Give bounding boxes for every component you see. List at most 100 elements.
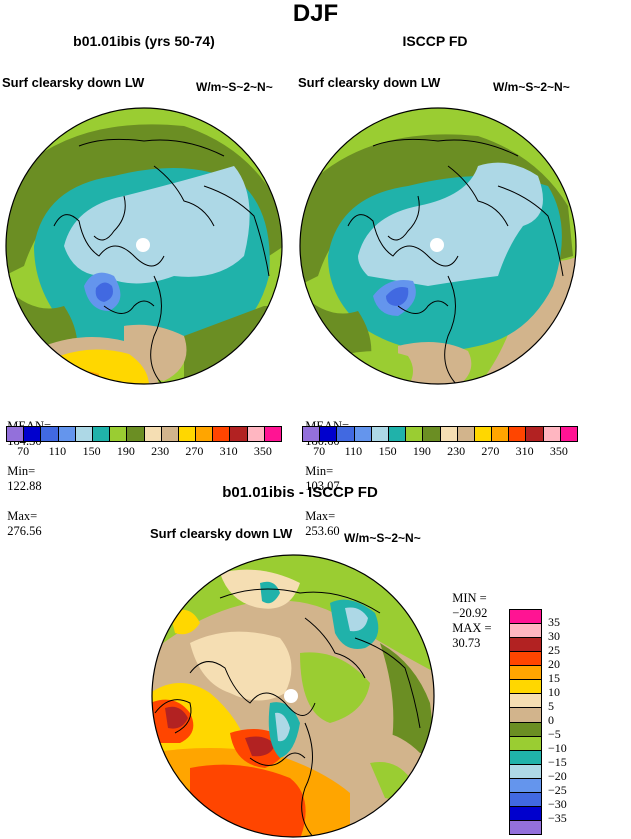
colorbar-tick-label: −25	[548, 783, 567, 797]
min-label: Min=	[305, 464, 334, 478]
panel-model-header: b01.01ibis (yrs 50-74)	[73, 33, 215, 49]
colorbar-swatch	[510, 707, 541, 722]
colorbar-swatch	[525, 427, 543, 441]
colorbar-swatch	[473, 427, 492, 441]
map-obs	[299, 107, 577, 385]
colorbar-swatch	[387, 427, 406, 441]
min-value: −20.92	[452, 606, 488, 620]
colorbar-swatch	[510, 610, 541, 624]
colorbar-swatch	[263, 427, 281, 441]
colorbar-swatch	[143, 427, 161, 441]
colorbar-swatch	[405, 427, 423, 441]
colorbar-model	[6, 426, 282, 442]
colorbar-tick-label: 150	[378, 444, 397, 458]
colorbar-swatch	[246, 427, 264, 441]
colorbar-tick-label: 310	[219, 444, 238, 458]
colorbar-tick-label: 5	[548, 699, 554, 713]
colorbar-tick-label: 230	[151, 444, 170, 458]
colorbar-tick-label: −10	[548, 741, 567, 755]
colorbar-swatch	[23, 427, 41, 441]
min-label: Min=	[7, 464, 36, 478]
diff-stats: MIN = −20.92 MAX = 30.73	[446, 576, 492, 651]
colorbar-tick-label: 270	[185, 444, 204, 458]
colorbar-swatch	[510, 749, 541, 764]
diff-variable: Surf clearsky down LW	[150, 526, 293, 541]
colorbar-tick-label: 310	[515, 444, 534, 458]
colorbar-swatch	[422, 427, 440, 441]
colorbar-tick-label: 230	[447, 444, 466, 458]
pole-marker	[136, 238, 150, 252]
colorbar-swatch	[370, 427, 388, 441]
panel-obs-variable: Surf clearsky down LW	[298, 75, 441, 90]
max-value: 253.60	[305, 524, 340, 538]
panel-model-variable: Surf clearsky down LW	[2, 75, 145, 90]
colorbar-swatch	[542, 427, 560, 441]
colorbar-tick-label: 35	[548, 615, 560, 629]
diff-units: W/m~S~2~N~	[344, 531, 421, 545]
panel-obs-stats: MEAN= 180.60 Min= 103.07 Max= 253.60	[299, 404, 349, 539]
max-label: MAX =	[452, 621, 492, 635]
colorbar-swatch	[353, 427, 371, 441]
colorbar-swatch	[510, 735, 541, 750]
colorbar-tick-label: 10	[548, 685, 560, 699]
colorbar-swatch	[91, 427, 110, 441]
colorbar-swatch	[510, 623, 541, 638]
colorbar-swatch	[510, 637, 541, 652]
min-value: 122.88	[7, 479, 42, 493]
colorbar-tick-label: 350	[549, 444, 568, 458]
colorbar-tick-label: 20	[548, 657, 560, 671]
colorbar-tick-label: 30	[548, 629, 560, 643]
colorbar-swatch	[212, 427, 230, 441]
colorbar-swatch	[510, 679, 541, 694]
panel-model-stats: MEAN= 184.30 Min= 122.88 Max= 276.56	[1, 404, 51, 539]
colorbar-difference	[509, 609, 542, 835]
colorbar-swatch	[195, 427, 213, 441]
colorbar-tick-label: 350	[253, 444, 272, 458]
colorbar-swatch	[7, 427, 24, 441]
colorbar-swatch	[303, 427, 320, 441]
panel-obs-header: ISCCP FD	[402, 33, 468, 49]
max-value: 30.73	[452, 636, 481, 650]
colorbar-swatch	[177, 427, 196, 441]
colorbar-swatch	[57, 427, 75, 441]
colorbar-swatch	[510, 819, 541, 834]
colorbar-tick-label: 110	[48, 444, 67, 458]
colorbar-swatch	[491, 427, 509, 441]
colorbar-tick-label: 70	[313, 444, 326, 458]
colorbar-obs-ticks: 70 110 150 190 230 270 310 350	[302, 444, 576, 460]
colorbar-tick-label: 15	[548, 671, 560, 685]
colorbar-tick-label: 110	[344, 444, 363, 458]
colorbar-swatch	[126, 427, 144, 441]
colorbar-tick-label: 0	[548, 713, 554, 727]
colorbar-swatch	[336, 427, 354, 441]
panel-model-units: W/m~S~2~N~	[196, 80, 273, 94]
colorbar-swatch	[510, 791, 541, 806]
map-difference	[151, 554, 435, 838]
colorbar-swatch	[510, 693, 541, 708]
max-value: 276.56	[7, 524, 42, 538]
diff-header: b01.01ibis - ISCCP FD	[222, 484, 378, 501]
colorbar-swatch	[74, 427, 92, 441]
colorbar-tick-label: −15	[548, 755, 567, 769]
colorbar-swatch	[510, 805, 541, 820]
min-label: MIN =	[452, 591, 487, 605]
colorbar-difference-ticks: 35 30 25 20 15 10 5 0 −5 −10 −15 −20 −25 −30 −35	[548, 609, 588, 833]
colorbar-swatch	[508, 427, 526, 441]
colorbar-swatch	[439, 427, 457, 441]
colorbar-swatch	[559, 427, 577, 441]
colorbar-tick-label: 190	[412, 444, 431, 458]
colorbar-swatch	[109, 427, 127, 441]
map-fill-light	[64, 166, 250, 284]
colorbar-tick-label: 190	[116, 444, 135, 458]
colorbar-swatch	[319, 427, 337, 441]
colorbar-tick-label: 25	[548, 643, 560, 657]
colorbar-tick-label: 270	[481, 444, 500, 458]
colorbar-tick-label: −35	[548, 811, 567, 825]
colorbar-tick-label: 70	[17, 444, 30, 458]
colorbar-tick-label: −20	[548, 769, 567, 783]
map-model	[5, 107, 283, 385]
colorbar-tick-label: 150	[82, 444, 101, 458]
colorbar-swatch	[510, 721, 541, 736]
min-value: 103.07	[305, 479, 340, 493]
panel-obs-units: W/m~S~2~N~	[493, 80, 570, 94]
